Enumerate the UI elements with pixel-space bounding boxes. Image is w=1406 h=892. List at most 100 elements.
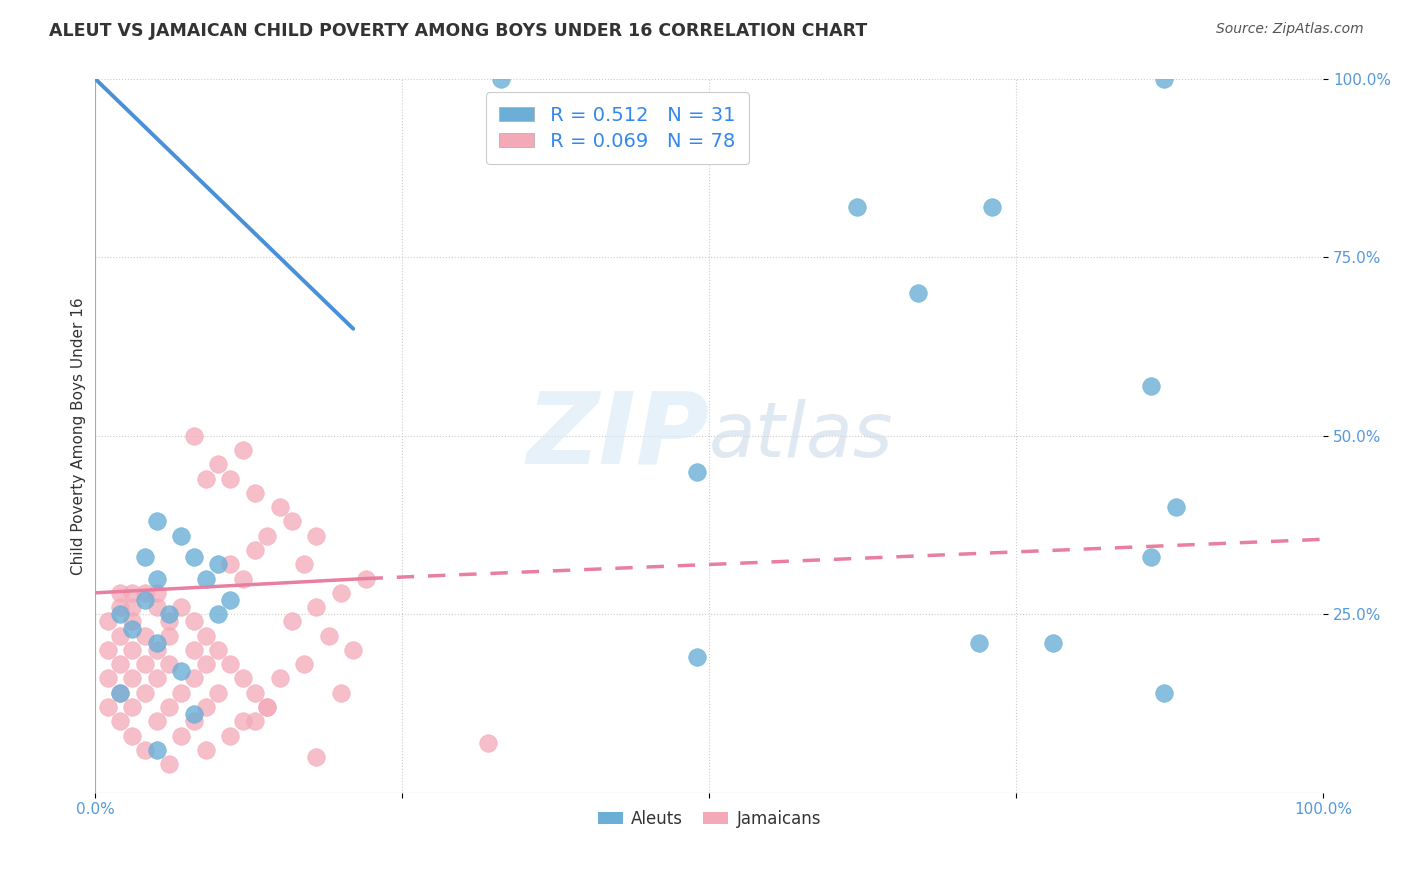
Point [243,486,266,500]
Point [97,700,120,714]
Point [207,686,229,700]
Point [134,586,156,600]
Point [170,686,193,700]
Point [121,643,143,657]
Point [194,629,217,643]
Point [157,657,180,672]
Point [121,672,143,686]
Point [243,543,266,558]
Point [121,615,143,629]
Point [134,550,156,565]
Point [219,472,242,486]
Point [108,714,131,729]
Point [108,607,131,622]
Point [183,550,205,565]
Point [146,515,169,529]
Text: ZIP: ZIP [526,387,710,484]
Text: Source: ZipAtlas.com: Source: ZipAtlas.com [1216,22,1364,37]
Point [318,629,340,643]
Point [183,714,205,729]
Text: atlas: atlas [710,399,894,473]
Point [219,593,242,607]
Point [969,636,991,650]
Point [219,729,242,743]
Point [232,572,254,586]
Point [146,643,169,657]
Point [256,700,278,714]
Point [354,572,377,586]
Point [194,657,217,672]
Point [97,615,120,629]
Point [305,750,328,764]
Point [980,201,1002,215]
Point [305,529,328,543]
Point [170,600,193,615]
Point [183,615,205,629]
Point [489,72,512,87]
Point [232,443,254,458]
Point [256,700,278,714]
Point [134,686,156,700]
Point [243,686,266,700]
Point [1140,379,1163,393]
Point [108,600,131,615]
Point [108,686,131,700]
Point [292,558,315,572]
Point [330,586,353,600]
Point [281,615,304,629]
Point [157,700,180,714]
Point [207,607,229,622]
Point [170,529,193,543]
Point [146,714,169,729]
Point [108,657,131,672]
Point [170,665,193,679]
Point [108,686,131,700]
Point [183,643,205,657]
Point [146,572,169,586]
Point [1164,500,1187,515]
Point [183,672,205,686]
Point [219,558,242,572]
Point [183,707,205,722]
Point [121,600,143,615]
Point [194,700,217,714]
Point [194,472,217,486]
Point [121,729,143,743]
Point [157,615,180,629]
Point [1042,636,1064,650]
Point [207,558,229,572]
Point [134,593,156,607]
Point [207,458,229,472]
Point [146,600,169,615]
Point [146,586,169,600]
Point [232,672,254,686]
Point [269,672,291,686]
Point [97,672,120,686]
Point [157,607,180,622]
Point [330,686,353,700]
Point [134,743,156,757]
Point [121,700,143,714]
Point [269,500,291,515]
Point [146,743,169,757]
Point [194,572,217,586]
Point [170,729,193,743]
Y-axis label: Child Poverty Among Boys Under 16: Child Poverty Among Boys Under 16 [72,297,86,574]
Point [134,629,156,643]
Point [686,650,709,665]
Point [342,643,364,657]
Point [108,629,131,643]
Point [845,201,868,215]
Point [207,643,229,657]
Point [305,600,328,615]
Point [243,714,266,729]
Point [1140,550,1163,565]
Point [281,515,304,529]
Point [256,529,278,543]
Point [146,672,169,686]
Point [157,757,180,772]
Point [108,586,131,600]
Point [134,657,156,672]
Point [477,736,499,750]
Point [907,286,929,301]
